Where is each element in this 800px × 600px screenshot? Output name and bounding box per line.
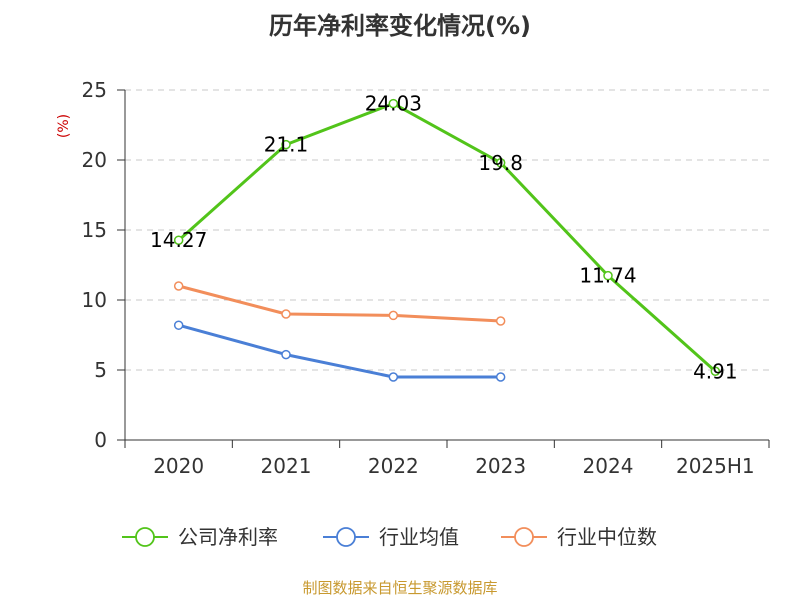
series-point-1: [495, 372, 506, 382]
y-tick-label: 15: [82, 218, 107, 242]
y-tick-label: 0: [94, 428, 107, 452]
x-tick-label: 2020: [153, 454, 204, 478]
series-point-0: [388, 98, 399, 109]
series-point-0: [495, 158, 506, 168]
series-point-1: [173, 320, 184, 330]
data-labels: 14.27 21.1 24.03 19.8 11.74 4.91: [150, 92, 738, 384]
series-point-1: [281, 349, 291, 360]
gridlines: [125, 89, 769, 371]
y-axis-unit: (%): [56, 114, 72, 138]
x-tick-label: 2025H1: [676, 454, 755, 478]
y-tick-label: 25: [82, 78, 107, 102]
data-label: 11.74: [579, 264, 636, 288]
y-tick-label: 10: [82, 288, 107, 312]
series-point-1: [388, 372, 399, 382]
series-line-1: [178, 323, 501, 379]
y-tick-label: 20: [82, 148, 107, 172]
legend-label: 行业均值: [379, 525, 459, 549]
data-label: 19.8: [478, 151, 523, 175]
series-layer: [173, 98, 721, 382]
series-point-0: [281, 139, 291, 150]
x-tick-label: 2021: [261, 454, 312, 478]
x-tick-label: 2022: [368, 454, 419, 478]
series-point-2: [281, 309, 291, 319]
axes: 0 5 10 15 20 25 2020 2021 2022 2023 2024 2025H1: [82, 78, 770, 478]
series-point-0: [710, 366, 721, 377]
data-label: 4.91: [693, 359, 738, 383]
series-line-2: [178, 284, 501, 323]
legend-marker: [514, 527, 534, 547]
y-tick-label: 5: [94, 358, 107, 382]
data-label: 14.27: [150, 228, 207, 252]
legend-label: 公司净利率: [178, 525, 278, 549]
legend-marker: [135, 527, 155, 547]
series-line-0: [177, 102, 717, 373]
legend-marker: [336, 527, 356, 547]
series-point-2: [173, 281, 184, 291]
series-point-2: [495, 316, 506, 326]
chart-title: 历年净利率变化情况(%): [269, 12, 531, 40]
series-point-0: [603, 270, 613, 281]
data-label: 21.1: [264, 133, 309, 157]
source-note: 制图数据来自恒生聚源数据库: [302, 579, 497, 597]
x-tick-label: 2024: [583, 454, 634, 478]
legend-label: 行业中位数: [557, 525, 657, 549]
legend: 公司净利率 行业均值 行业中位数: [122, 525, 657, 549]
series-point-2: [388, 310, 399, 321]
data-label: 24.03: [365, 92, 422, 116]
x-tick-label: 2023: [475, 454, 526, 478]
series-point-0: [173, 235, 184, 245]
